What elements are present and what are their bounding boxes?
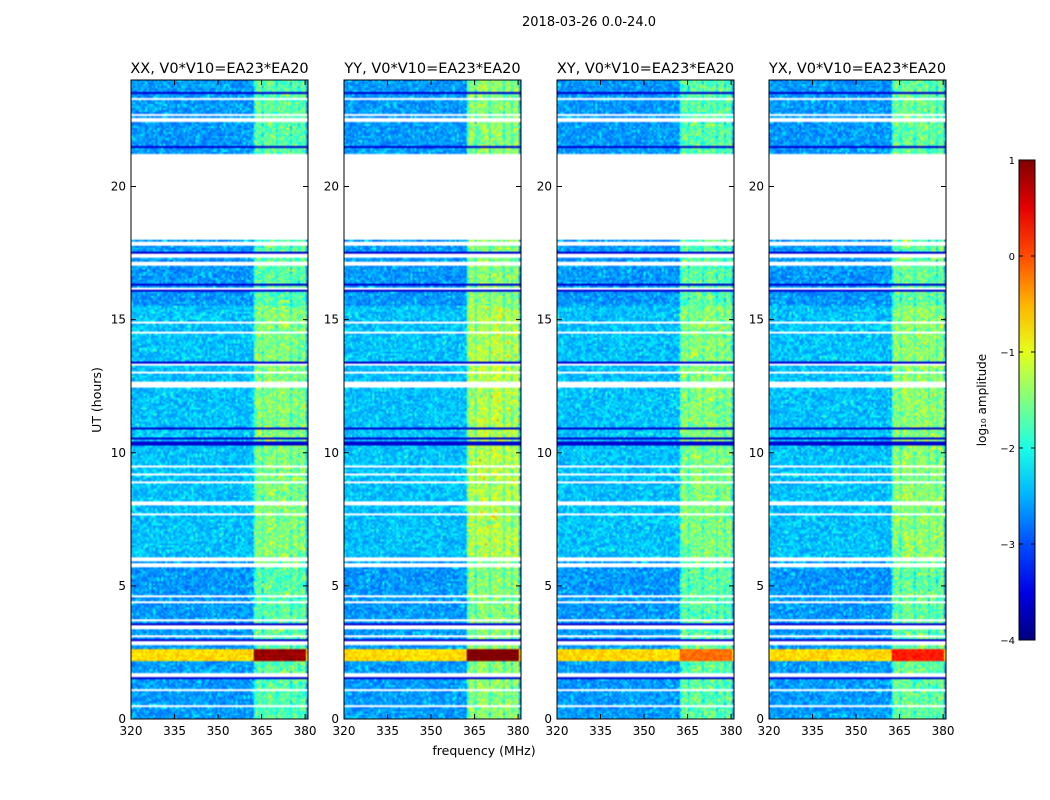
panel-frame — [768, 79, 947, 720]
colorbar-tick-label: 0 — [1009, 252, 1015, 263]
x-tick-label: 350 — [633, 724, 656, 738]
y-tick-label: 10 — [111, 446, 126, 460]
y-tick-label: 15 — [537, 313, 552, 327]
x-axis-label: frequency (MHz) — [432, 743, 535, 758]
panel-title: YX, V0*V10=EA23*EA20 — [768, 61, 946, 77]
x-tick-label: 365 — [676, 724, 699, 738]
y-tick-label: 20 — [324, 180, 339, 194]
y-tick-label: 10 — [324, 446, 339, 460]
x-tick-label: 350 — [420, 724, 443, 738]
x-tick-label: 320 — [120, 724, 143, 738]
x-tick-label: 320 — [333, 724, 356, 738]
panel-title: XY, V0*V10=EA23*EA20 — [557, 61, 734, 77]
y-axis-label: UT (hours) — [89, 367, 104, 433]
colorbar-tick-label: −3 — [1000, 540, 1015, 551]
panel-yx: YX, V0*V10=EA23*EA20 320 335 350 365 380 0 5 10 1… — [749, 61, 955, 738]
panels: XX, V0*V10=EA23*EA20 320 335 350 365 380 0 5 10 1… — [111, 61, 955, 738]
y-tick-label: 20 — [537, 180, 552, 194]
x-tick-label: 380 — [507, 724, 530, 738]
y-tick-label: 5 — [544, 579, 552, 593]
panel-frame — [343, 79, 522, 720]
y-tick-label: 0 — [544, 712, 552, 726]
y-tick-label: 0 — [118, 712, 126, 726]
y-tick-label: 0 — [756, 712, 764, 726]
panel-yy: YY, V0*V10=EA23*EA20 320 335 350 365 380 0 5 10 1… — [324, 61, 530, 738]
y-tick-label: 5 — [118, 579, 126, 593]
x-tick-label: 320 — [546, 724, 569, 738]
y-tick-label: 10 — [537, 446, 552, 460]
figure-title: 2018-03-26 0.0-24.0 — [522, 15, 656, 30]
x-tick-label: 380 — [932, 724, 955, 738]
y-tick-label: 5 — [331, 579, 339, 593]
x-tick-label: 335 — [163, 724, 186, 738]
x-tick-label: 350 — [845, 724, 868, 738]
x-tick-label: 350 — [207, 724, 230, 738]
y-tick-label: 15 — [749, 313, 764, 327]
panel-title: YY, V0*V10=EA23*EA20 — [343, 61, 520, 77]
colorbar-tick-label: −2 — [1000, 444, 1015, 455]
panel-xy: XY, V0*V10=EA23*EA20 320 335 350 365 380 0 5 10 1… — [537, 61, 743, 738]
x-tick-label: 365 — [250, 724, 273, 738]
panel-frame — [556, 79, 735, 720]
panel-title: XX, V0*V10=EA23*EA20 — [130, 61, 308, 77]
colorbar-label: log₁₀ amplitude — [975, 354, 989, 446]
y-tick-label: 15 — [111, 313, 126, 327]
x-tick-label: 335 — [589, 724, 612, 738]
y-tick-label: 10 — [749, 446, 764, 460]
colorbar-gradient — [1018, 159, 1036, 641]
colorbar-tick-label: 1 — [1009, 156, 1015, 167]
y-tick-label: 20 — [111, 180, 126, 194]
x-tick-label: 365 — [463, 724, 486, 738]
panel-frame — [130, 79, 309, 720]
x-tick-label: 335 — [801, 724, 824, 738]
colorbar: 1 0 −1 −2 −3 −4 log₁₀ amplitude — [975, 156, 1036, 647]
x-tick-label: 380 — [294, 724, 317, 738]
heatmap-image — [131, 80, 308, 719]
y-tick-label: 20 — [749, 180, 764, 194]
heatmap-image — [769, 80, 946, 719]
heatmap-image — [557, 80, 734, 719]
y-tick-label: 0 — [331, 712, 339, 726]
colorbar-tick-label: −4 — [1000, 636, 1015, 647]
x-tick-label: 320 — [758, 724, 781, 738]
y-tick-label: 15 — [324, 313, 339, 327]
x-tick-label: 335 — [376, 724, 399, 738]
y-tick-label: 5 — [756, 579, 764, 593]
heatmap-image — [344, 80, 521, 719]
panel-xx: XX, V0*V10=EA23*EA20 320 335 350 365 380 0 5 10 1… — [111, 61, 317, 738]
x-tick-label: 380 — [720, 724, 743, 738]
colorbar-tick-label: −1 — [1000, 348, 1015, 359]
x-tick-label: 365 — [888, 724, 911, 738]
